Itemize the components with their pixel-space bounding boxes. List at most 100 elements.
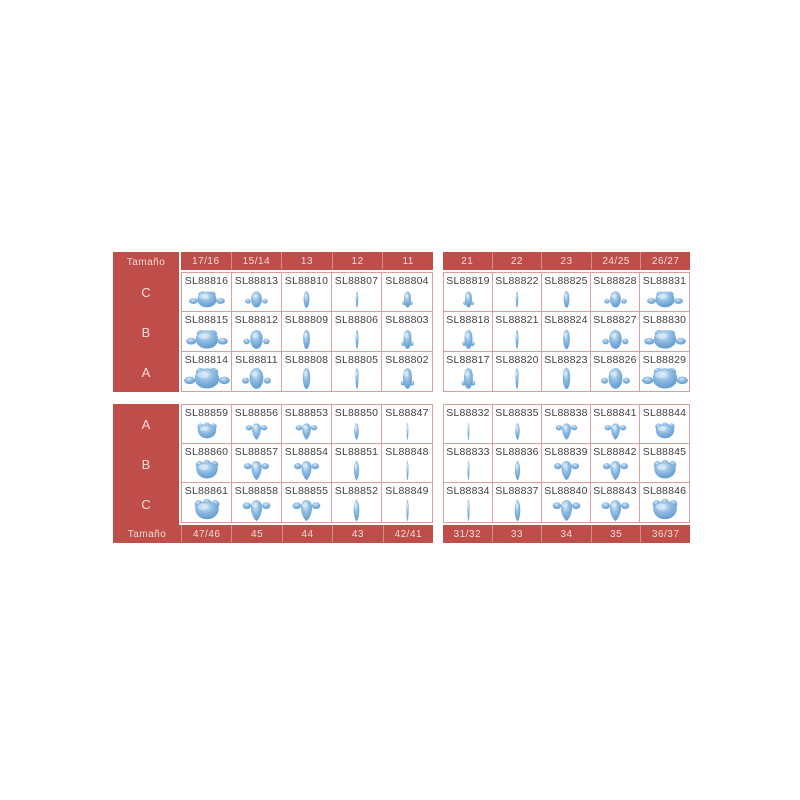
- central-upper-tooth-icon: [462, 291, 474, 308]
- product-cell: SL88817: [444, 351, 493, 391]
- product-code: SL88849: [385, 485, 429, 497]
- product-cell: SL88832: [444, 405, 493, 444]
- size-header: 34: [541, 525, 591, 543]
- product-code: SL88855: [284, 485, 329, 497]
- premolar-lower-tooth-icon: [604, 423, 626, 440]
- product-code: SL88819: [446, 275, 490, 287]
- size-header: 17/16: [192, 255, 220, 267]
- size-header-bar: Tamaño 47/46 45 44 43 42/41: [113, 525, 433, 543]
- product-cell: SL88821: [493, 312, 542, 352]
- product-cell: SL88860: [182, 444, 232, 483]
- product-cell: SL88829: [640, 352, 689, 391]
- product-code: SL88808: [284, 353, 329, 366]
- size-header: 35: [590, 525, 641, 543]
- product-cell: SL88818: [444, 312, 493, 352]
- product-cell: SL88816: [182, 273, 232, 313]
- product-code: SL88811: [235, 353, 278, 366]
- product-cell: SL88822: [493, 273, 542, 313]
- product-code: SL88861: [184, 485, 229, 497]
- size-header: 26/27: [640, 252, 690, 270]
- size-header: 42/41: [382, 525, 433, 543]
- product-cell: SL88823: [542, 351, 591, 391]
- premolar-upper-tooth-icon: [601, 329, 629, 349]
- product-code: SL88834: [446, 485, 490, 497]
- canine-upper-tooth-icon: [303, 329, 310, 349]
- incisor-lower-tooth-icon: [466, 498, 470, 522]
- premolar-lower-tooth-icon: [243, 461, 270, 481]
- incisor-upper-tooth-icon: [515, 329, 519, 349]
- central-upper-tooth-icon: [461, 329, 475, 349]
- molar-lower-tooth-icon: [193, 498, 220, 519]
- central-upper-tooth-icon: [400, 368, 414, 390]
- size-header: 31/32: [453, 528, 482, 540]
- size-header: 44: [281, 525, 332, 543]
- canine-upper-tooth-icon: [303, 291, 310, 309]
- product-code: SL88809: [284, 314, 329, 327]
- size-header: 23: [541, 252, 591, 270]
- incisor-lower-tooth-icon: [406, 422, 408, 441]
- product-code: SL88860: [184, 446, 229, 458]
- premolar-lower-tooth-icon: [245, 423, 268, 440]
- row-label: A: [141, 416, 151, 432]
- size-header: 33: [491, 525, 542, 543]
- product-cell: SL88808: [282, 351, 332, 391]
- product-code: SL88840: [544, 485, 588, 497]
- product-code: SL88828: [593, 275, 637, 287]
- size-chart-upper-left: Tamaño C B A 17/16 15/14 13 12 11 SL88816 SL88813 S…: [113, 252, 433, 392]
- product-code: SL88838: [544, 407, 588, 419]
- incisor-upper-tooth-icon: [515, 368, 519, 390]
- product-code: SL88843: [593, 485, 637, 497]
- canine-lower-tooth-icon: [514, 498, 520, 522]
- product-cell: SL88807: [332, 273, 382, 313]
- product-cell: SL88810: [282, 273, 332, 313]
- size-header: 13: [281, 252, 332, 270]
- molar-lower-tooth-icon: [196, 422, 217, 439]
- product-cell: SL88819: [444, 273, 493, 313]
- product-cell: SL88844: [640, 405, 689, 444]
- product-cell: SL88809: [282, 312, 332, 352]
- product-cell: SL88842: [591, 444, 640, 483]
- product-code: SL88822: [495, 275, 539, 287]
- premolar-lower-tooth-icon: [553, 461, 579, 481]
- premolar-upper-tooth-icon: [241, 368, 272, 390]
- product-cell: SL88847: [382, 405, 432, 444]
- product-cell: SL88826: [591, 351, 640, 391]
- product-code: SL88854: [284, 446, 329, 458]
- canine-lower-tooth-icon: [514, 422, 520, 441]
- premolar-lower-tooth-icon: [293, 461, 320, 481]
- product-code: SL88818: [446, 314, 490, 327]
- product-cell: SL88857: [232, 444, 282, 483]
- product-cell: SL88838: [542, 405, 591, 444]
- product-code: SL88839: [544, 446, 588, 458]
- product-cell: SL88858: [232, 483, 282, 522]
- canine-upper-tooth-icon: [563, 291, 569, 309]
- product-cell: SL88839: [542, 444, 591, 483]
- product-cell: SL88850: [332, 405, 382, 444]
- product-code: SL88816: [184, 275, 229, 287]
- product-cell: SL88845: [640, 444, 689, 483]
- premolar-lower-tooth-icon: [552, 499, 580, 521]
- central-upper-tooth-icon: [401, 291, 413, 308]
- product-code: SL88852: [334, 485, 379, 497]
- size-axis-label: Tamaño: [127, 528, 167, 540]
- product-cell: SL88802: [382, 352, 432, 391]
- product-cell: SL88854: [282, 444, 332, 483]
- premolar-upper-tooth-icon: [603, 291, 627, 308]
- premolar-lower-tooth-icon: [602, 461, 628, 481]
- size-chart-upper-right: 21 22 23 24/25 26/27 SL88819 SL88822 SL88825 SL8…: [443, 252, 690, 392]
- canine-upper-tooth-icon: [562, 368, 570, 390]
- product-cell: SL88856: [232, 405, 282, 444]
- product-cell: SL88813: [232, 273, 282, 313]
- premolar-lower-tooth-icon: [601, 499, 629, 521]
- product-cell: SL88814: [182, 351, 232, 391]
- product-cell: SL88820: [493, 351, 542, 391]
- molar-upper-tooth-icon: [646, 291, 683, 308]
- size-header: 12: [331, 252, 383, 270]
- product-cell: SL88843: [591, 483, 640, 522]
- size-header: 47/46: [181, 525, 231, 543]
- product-cell: SL88824: [542, 312, 591, 352]
- size-header: 45: [231, 525, 281, 543]
- product-cell: SL88812: [232, 312, 282, 352]
- product-code: SL88833: [446, 446, 490, 458]
- product-code: SL88807: [334, 275, 379, 287]
